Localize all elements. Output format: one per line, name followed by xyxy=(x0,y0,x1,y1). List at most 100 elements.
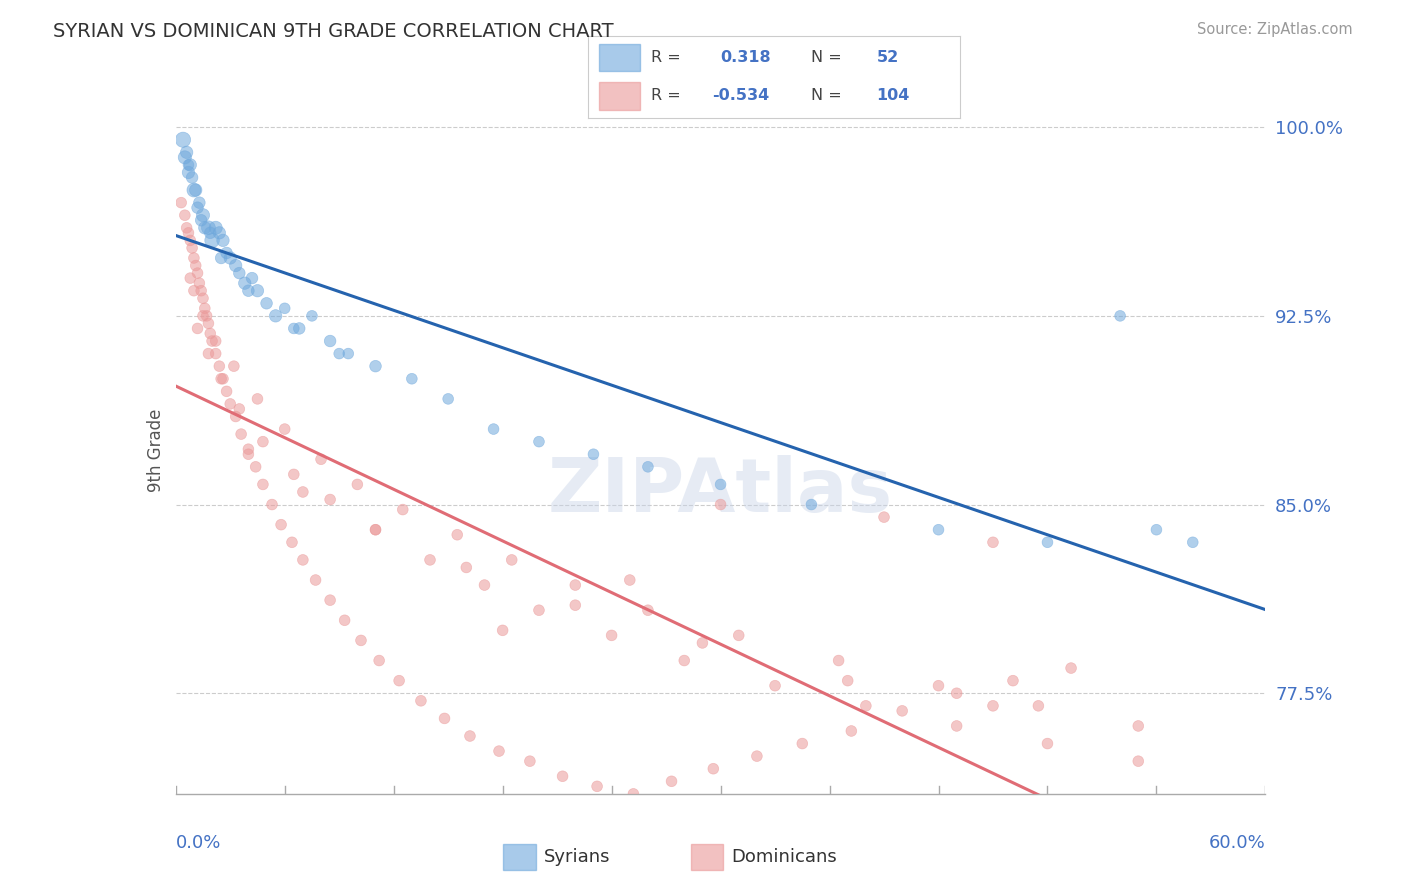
Point xyxy=(228,266,250,280)
Text: 0.318: 0.318 xyxy=(720,50,770,65)
Point xyxy=(763,679,786,693)
Text: -0.534: -0.534 xyxy=(713,87,769,103)
Point xyxy=(188,276,211,290)
Point xyxy=(238,284,260,298)
Point xyxy=(225,259,247,273)
Point xyxy=(191,208,214,222)
Point xyxy=(928,679,950,693)
Point xyxy=(204,346,226,360)
Point xyxy=(197,220,219,235)
Point xyxy=(388,673,411,688)
Point xyxy=(319,334,342,348)
Point xyxy=(274,301,297,316)
Point xyxy=(1146,523,1168,537)
Bar xyxy=(599,82,640,110)
Point xyxy=(270,517,292,532)
Point xyxy=(197,317,219,331)
Point xyxy=(181,241,204,255)
Point xyxy=(215,384,238,399)
Point xyxy=(391,502,413,516)
Point xyxy=(1128,719,1150,733)
Point xyxy=(231,427,253,442)
Point xyxy=(945,719,967,733)
Point xyxy=(191,309,214,323)
Text: Dominicans: Dominicans xyxy=(731,848,838,866)
Point xyxy=(727,628,749,642)
Point xyxy=(433,711,456,725)
Point xyxy=(564,578,586,592)
Point xyxy=(301,309,323,323)
Point xyxy=(637,459,659,474)
Point xyxy=(474,578,496,592)
Point xyxy=(288,321,311,335)
Point xyxy=(745,749,768,764)
Point xyxy=(1001,673,1024,688)
Y-axis label: 9th Grade: 9th Grade xyxy=(146,409,165,492)
Point xyxy=(176,145,198,160)
Point xyxy=(527,603,550,617)
Point xyxy=(252,434,274,449)
Point xyxy=(702,762,724,776)
Point xyxy=(945,686,967,700)
Point xyxy=(194,220,217,235)
Point xyxy=(186,201,209,215)
Point xyxy=(179,271,201,285)
Point xyxy=(264,309,287,323)
Point xyxy=(209,251,232,265)
Point xyxy=(661,774,683,789)
Text: 52: 52 xyxy=(876,50,898,65)
Point xyxy=(1028,698,1050,713)
Point xyxy=(1109,309,1132,323)
Text: 60.0%: 60.0% xyxy=(1209,834,1265,852)
Point xyxy=(201,233,224,247)
Point xyxy=(401,372,423,386)
Point xyxy=(328,346,350,360)
Point xyxy=(368,654,391,668)
Point xyxy=(841,723,863,738)
Point xyxy=(527,434,550,449)
Point xyxy=(208,359,231,374)
Point xyxy=(519,754,541,768)
Point xyxy=(619,573,641,587)
Point xyxy=(710,477,733,491)
Bar xyxy=(690,844,723,871)
Point xyxy=(183,183,205,197)
Point xyxy=(222,359,245,374)
Point xyxy=(170,195,193,210)
Text: Syrians: Syrians xyxy=(544,848,610,866)
Point xyxy=(446,527,468,541)
Point xyxy=(800,498,823,512)
Point xyxy=(274,422,297,436)
Point xyxy=(437,392,460,406)
Point xyxy=(319,492,342,507)
Point xyxy=(621,787,644,801)
Point xyxy=(204,334,226,348)
Point xyxy=(600,628,623,642)
Point xyxy=(200,326,222,341)
Point xyxy=(281,535,304,549)
Point xyxy=(827,654,849,668)
Point xyxy=(256,296,278,310)
Point xyxy=(637,603,659,617)
Point xyxy=(855,698,877,713)
Point xyxy=(238,442,260,457)
Point xyxy=(710,498,733,512)
Bar xyxy=(599,44,640,71)
Point xyxy=(179,158,201,172)
Point xyxy=(586,780,609,794)
Point xyxy=(309,452,332,467)
Point xyxy=(191,291,214,305)
Point xyxy=(188,195,211,210)
Point xyxy=(225,409,247,424)
Point xyxy=(246,284,269,298)
Point xyxy=(1036,535,1059,549)
Point xyxy=(928,523,950,537)
Text: Source: ZipAtlas.com: Source: ZipAtlas.com xyxy=(1197,22,1353,37)
Point xyxy=(333,613,356,627)
Point xyxy=(419,553,441,567)
Point xyxy=(792,737,814,751)
Point xyxy=(173,208,195,222)
Point xyxy=(177,165,200,179)
Point xyxy=(252,477,274,491)
Point xyxy=(291,485,314,500)
